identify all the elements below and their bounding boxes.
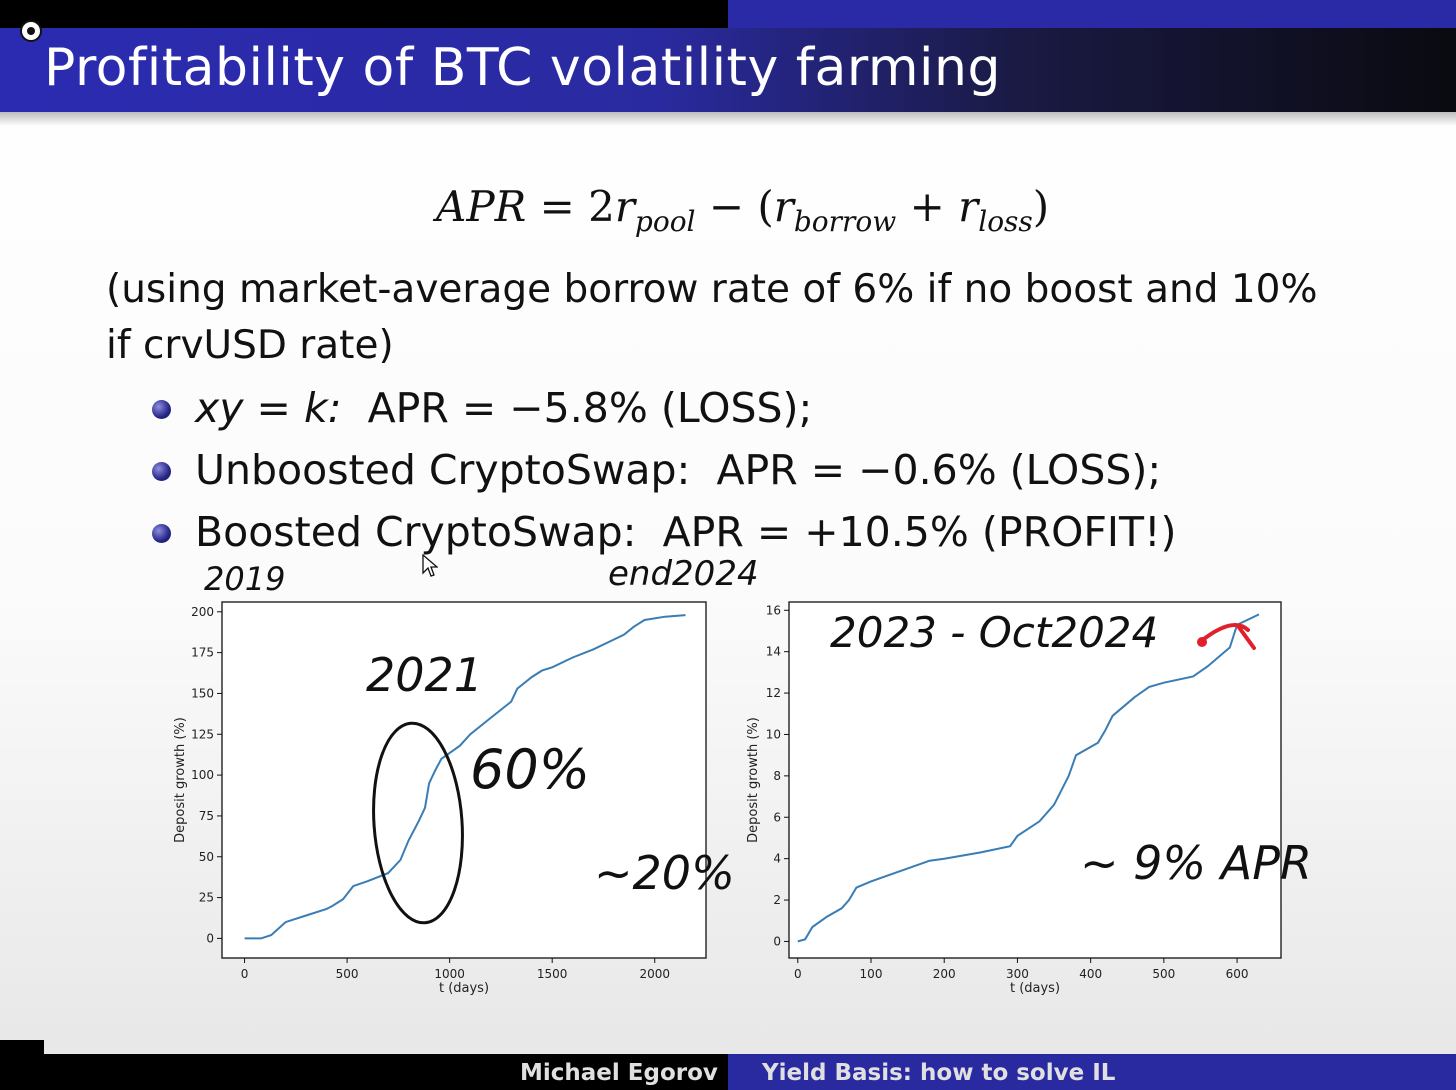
chart-left-y-tick-label: 150 — [191, 686, 214, 700]
chart-right-x-ticks: 0 100 200 300 400 500 600 — [794, 958, 1249, 981]
chart-left-y-tick-label: 25 — [199, 891, 214, 905]
apr-formula: APR = 2rpool − (rborrow + rloss) — [436, 182, 1049, 238]
footer-corner — [0, 1040, 44, 1054]
title-bar-shadow — [0, 112, 1456, 126]
annotation-2021: 2021 — [366, 648, 484, 702]
annotation-2023-oct2024: 2023 - Oct2024 — [830, 608, 1159, 657]
chart-right-x-tick-label: 300 — [1006, 967, 1029, 981]
bullet-dot-icon — [152, 462, 171, 481]
bullet-value: APR = −0.6% (LOSS); — [716, 446, 1162, 494]
bullet-boosted: Boosted CryptoSwap: APR = +10.5% (PROFIT… — [150, 504, 1177, 566]
formula-borrow: borrow — [793, 205, 897, 238]
chart-left-y-tick-label: 100 — [191, 768, 214, 782]
chart-right-y-tick-label: 4 — [773, 852, 781, 866]
bullet-xyk: xy = k: APR = −5.8% (LOSS); — [150, 380, 1177, 442]
cursor-dot-icon — [20, 20, 42, 42]
bullet-dot-icon — [152, 524, 171, 543]
formula-lhs: APR — [436, 182, 527, 231]
formula-eq: = 2 — [526, 182, 615, 231]
top-bar-right — [728, 0, 1456, 28]
chart-left-xlabel: t (days) — [439, 981, 489, 996]
chart-left-x-ticks: 0 500 1000 1500 2000 — [241, 958, 670, 981]
chart-right-y-tick-label: 2 — [773, 893, 781, 907]
chart-left-y-tick-label: 50 — [199, 850, 214, 864]
annotation-2019: 2019 — [204, 560, 286, 598]
mouse-pointer-icon — [422, 554, 438, 577]
chart-right-y-tick-label: 0 — [773, 934, 781, 948]
chart-right-x-tick-label: 600 — [1226, 967, 1249, 981]
chart-right-frame — [788, 601, 1282, 959]
formula-pool: pool — [634, 205, 696, 238]
chart-left-x-tick-label: 500 — [336, 967, 359, 981]
footer-talk-title: Yield Basis: how to solve IL — [762, 1060, 1116, 1086]
formula-minus: − ( — [695, 182, 774, 231]
formula-r3: r — [958, 182, 979, 231]
chart-right-x-tick-label: 500 — [1152, 967, 1175, 981]
chart-right-x-tick-label: 0 — [794, 967, 802, 981]
chart-left-y-tick-label: 175 — [191, 646, 214, 660]
footer-left-bar — [0, 1054, 728, 1090]
formula-plus: + — [896, 182, 959, 231]
chart-right-xlabel: t (days) — [1010, 981, 1060, 996]
bullet-unboosted: Unboosted CryptoSwap: APR = −0.6% (LOSS)… — [150, 442, 1177, 504]
bullet-dot-icon — [152, 400, 171, 419]
title-bar — [0, 28, 1456, 112]
formula-loss: loss — [978, 205, 1033, 238]
bullet-value: APR = −5.8% (LOSS); — [367, 384, 813, 432]
chart-right-y-tick-label: 14 — [766, 645, 781, 659]
chart-right-y-tick-label: 6 — [773, 810, 781, 824]
annotation-20pct: ~20% — [594, 846, 735, 900]
chart-right-x-tick-label: 100 — [860, 967, 883, 981]
chart-left-x-tick-label: 2000 — [639, 967, 670, 981]
bullet-label: Boosted CryptoSwap: — [195, 508, 637, 556]
chart-right-y-tick-label: 16 — [766, 603, 781, 617]
formula-r2: r — [773, 182, 794, 231]
formula-close: ) — [1032, 182, 1050, 231]
chart-left-y-ticks: 0 25 50 75 100 125 150 175 200 — [191, 605, 222, 945]
borrow-rate-note: (using market-average borrow rate of 6% … — [106, 267, 1318, 368]
top-bar-left — [0, 0, 728, 28]
chart-left-y-tick-label: 75 — [199, 809, 214, 823]
chart-left-x-tick-label: 1000 — [434, 967, 465, 981]
apr-bullet-list: xy = k: APR = −5.8% (LOSS); Unboosted Cr… — [150, 380, 1177, 566]
chart-right-y-ticks: 0 2 4 6 8 10 12 14 16 — [766, 603, 789, 948]
chart-right-y-tick-label: 12 — [766, 686, 781, 700]
footer-right-bar — [728, 1054, 1456, 1090]
chart-left-y-tick-label: 0 — [206, 931, 214, 945]
chart-left-y-tick-label: 125 — [191, 727, 214, 741]
chart-right-y-tick-label: 8 — [773, 769, 781, 783]
chart-right-x-tick-label: 400 — [1079, 967, 1102, 981]
bullet-label: xy = k: — [195, 384, 342, 432]
slide-title: Profitability of BTC volatility farming — [44, 38, 1001, 98]
chart-left-x-tick-label: 0 — [241, 967, 249, 981]
chart-left-y-tick-label: 200 — [191, 605, 214, 619]
chart-right-series-line — [797, 613, 1260, 943]
chart-right-ylabel: Deposit growth (%) — [746, 717, 761, 843]
chart-left-frame — [221, 601, 707, 959]
annotation-60pct: 60% — [470, 738, 591, 801]
formula-r: r — [614, 182, 635, 231]
annotation-end2024: end2024 — [608, 554, 759, 594]
annotation-9pct-apr: ~ 9% APR — [1080, 836, 1312, 890]
chart-right-y-tick-label: 10 — [766, 727, 781, 741]
chart-right-x-tick-label: 200 — [933, 967, 956, 981]
chart-left-x-tick-label: 1500 — [537, 967, 568, 981]
chart-left-ylabel: Deposit growth (%) — [173, 717, 188, 843]
bullet-label: Unboosted CryptoSwap: — [195, 446, 691, 494]
bullet-value: APR = +10.5% (PROFIT!) — [662, 508, 1177, 556]
footer-author: Michael Egorov — [520, 1060, 718, 1086]
chart-deposit-growth-2023-2024: 0 2 4 6 8 10 12 14 16 0 100 200 300 400 500 600 t (day… — [746, 601, 1282, 996]
